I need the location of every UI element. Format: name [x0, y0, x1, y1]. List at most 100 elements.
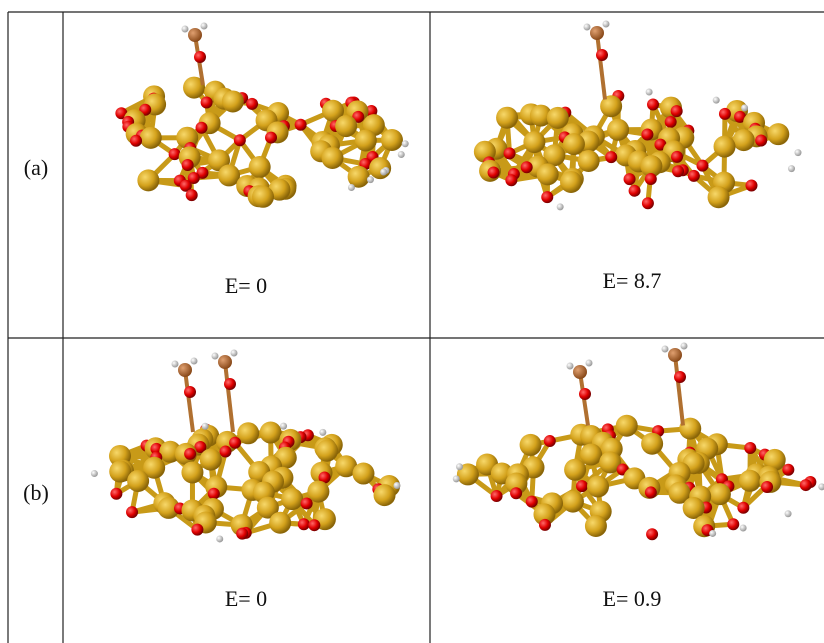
- hydrogen-atom: [584, 24, 591, 31]
- hydrogen-atom: [367, 176, 374, 183]
- oxygen-atom: [624, 173, 636, 185]
- bond: [675, 355, 683, 426]
- oxygen-atom: [647, 99, 659, 111]
- oxygen-atom: [234, 134, 246, 146]
- gold-atom: [381, 129, 403, 151]
- energy-label: E= 8.7: [603, 268, 662, 293]
- hydrogen-atom: [557, 203, 564, 210]
- hydrogen-atom: [201, 23, 208, 30]
- oxygen-atom: [526, 496, 538, 508]
- oxygen-atom: [745, 179, 757, 191]
- oxygen-atom: [671, 151, 683, 163]
- bond: [225, 362, 233, 432]
- gold-atom: [249, 156, 271, 178]
- oxygen-atom: [196, 122, 208, 134]
- oxygen-atom: [688, 170, 700, 182]
- gold-atom: [252, 186, 274, 208]
- hydrogen-atom: [231, 350, 238, 357]
- gold-atom: [578, 150, 600, 172]
- oxygen-atom: [596, 49, 608, 61]
- hydrogen-atom: [567, 363, 574, 370]
- oxygen-atom: [194, 51, 206, 63]
- gold-atom: [496, 107, 518, 129]
- hydrogen-atom: [818, 483, 824, 490]
- carbon-atom: [590, 26, 604, 40]
- hydrogen-atom: [202, 423, 209, 430]
- gold-atom: [587, 476, 609, 498]
- hydrogen-atom: [453, 475, 460, 482]
- oxygen-atom: [201, 96, 213, 108]
- carbon-atom: [178, 363, 192, 377]
- oxygen-atom: [110, 488, 122, 500]
- oxygen-atom: [229, 437, 241, 449]
- gold-atom: [714, 136, 736, 158]
- gold-atom: [200, 449, 222, 471]
- hydrogen-atom: [216, 535, 223, 542]
- hydrogen-atom: [402, 140, 409, 147]
- oxygen-atom: [184, 386, 196, 398]
- oxygen-atom: [727, 518, 739, 530]
- carbon-atom: [668, 348, 682, 362]
- oxygen-atom: [674, 371, 686, 383]
- oxygen-atom: [576, 480, 588, 492]
- oxygen-atom: [126, 506, 138, 518]
- carbon-atom: [218, 355, 232, 369]
- gold-atom: [537, 163, 559, 185]
- hydrogen-atom: [319, 429, 326, 436]
- cluster-images: [91, 21, 824, 543]
- gold-atom: [352, 463, 374, 485]
- row-label: (b): [23, 480, 49, 505]
- oxygen-atom: [737, 502, 749, 514]
- oxygen-atom: [800, 479, 812, 491]
- gold-atom: [269, 512, 291, 534]
- oxygen-atom: [646, 528, 658, 540]
- gold-atom: [562, 491, 584, 513]
- oxygen-atom: [605, 151, 617, 163]
- gold-atom: [140, 127, 162, 149]
- oxygen-atom: [642, 197, 654, 209]
- hydrogen-atom: [794, 149, 801, 156]
- gold-atom: [709, 483, 731, 505]
- hydrogen-atom: [681, 343, 688, 350]
- energy-label: E= 0: [225, 586, 267, 611]
- gold-atom: [127, 470, 149, 492]
- gold-atom: [547, 107, 569, 129]
- gold-atom: [260, 422, 282, 444]
- oxygen-atom: [782, 464, 794, 476]
- gold-atom: [181, 461, 203, 483]
- energy-label: E= 0: [225, 273, 267, 298]
- gold-atom: [316, 440, 338, 462]
- oxygen-atom: [308, 519, 320, 531]
- hydrogen-atom: [740, 524, 747, 531]
- hydrogen-atom: [603, 21, 610, 28]
- gold-atom: [563, 133, 585, 155]
- oxygen-atom: [761, 481, 773, 493]
- oxygen-atom: [130, 135, 142, 147]
- oxygen-atom: [755, 135, 767, 147]
- hydrogen-atom: [713, 97, 720, 104]
- hydrogen-atom: [646, 89, 653, 96]
- hydrogen-atom: [212, 353, 219, 360]
- carbon-atom: [573, 365, 587, 379]
- hydrogen-atom: [709, 530, 716, 537]
- figure-table: (a) (b) E= 0 E= 8.7 E= 0 E= 0.9: [0, 0, 824, 643]
- gold-atom: [281, 488, 303, 510]
- carbon-atom: [188, 28, 202, 42]
- oxygen-atom: [510, 487, 522, 499]
- gold-atom: [335, 115, 357, 137]
- gold-atom: [523, 131, 545, 153]
- gold-atom: [767, 123, 789, 145]
- hydrogen-atom: [456, 463, 463, 470]
- oxygen-atom: [665, 116, 677, 128]
- gold-atom: [616, 415, 638, 437]
- gold-atom: [355, 129, 377, 151]
- oxygen-atom: [719, 108, 731, 120]
- gold-atom: [137, 169, 159, 191]
- gold-atom: [222, 90, 244, 112]
- oxygen-atom: [301, 497, 313, 509]
- oxygen-atom: [544, 435, 556, 447]
- hydrogen-atom: [398, 151, 405, 158]
- hydrogen-atom: [586, 360, 593, 367]
- gold-atom: [520, 434, 542, 456]
- gold-atom: [708, 186, 730, 208]
